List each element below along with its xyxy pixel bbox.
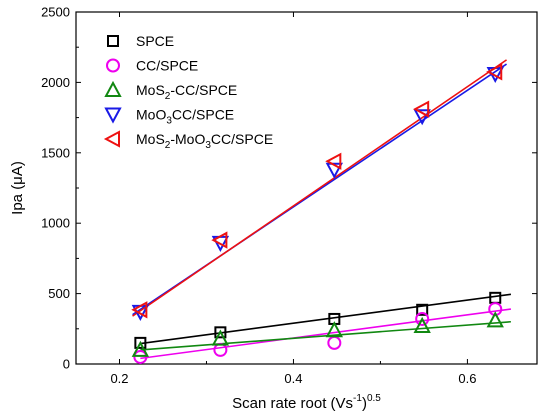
x-axis-title-base: Scan rate root (Vs — [232, 395, 353, 412]
legend-marker-3 — [104, 107, 122, 124]
y-axis-title: Ipa (μA) — [9, 161, 26, 215]
axes: 0.2 0.4 0.6 0 500 1000 1500 2000 2500 — [41, 5, 538, 386]
fit-line-0 — [140, 293, 512, 345]
legend-marker-0 — [107, 35, 119, 47]
data-point-s4-3 — [413, 100, 430, 118]
data-point-s0-4 — [489, 291, 502, 304]
data-points — [131, 63, 504, 364]
data-point-s2-2 — [325, 321, 344, 338]
x-tick-label: 0.2 — [110, 371, 128, 386]
x-axis-title-mid: ) — [362, 395, 367, 412]
x-tick-label: 0.6 — [458, 371, 476, 386]
legend-marker-1 — [106, 58, 120, 73]
legend-label-0: SPCE — [136, 33, 174, 49]
legend-label-2: MoS2-CC/SPCE — [136, 82, 237, 102]
legend: SPCECC/SPCEMoS2-CC/SPCEMoO3CC/SPCEMoS2-M… — [103, 33, 273, 151]
legend-text-tail: CC/SPCE — [172, 107, 234, 123]
data-point-s0-3 — [416, 303, 429, 316]
data-point-s1-1 — [213, 342, 228, 357]
fit-lines — [132, 59, 512, 360]
x-axis-title-sup: -1 — [353, 393, 362, 404]
legend-marker-2 — [104, 80, 122, 97]
legend-text-tail: CC/SPCE — [211, 131, 273, 147]
y-axis-title-base: Ipa ( — [9, 185, 26, 215]
data-point-s2-1 — [211, 329, 230, 346]
legend-text-main: MoS — [136, 131, 165, 147]
y-tick-label: 500 — [48, 286, 70, 301]
data-point-s2-4 — [486, 311, 504, 328]
legend-text-main: SPCE — [136, 33, 174, 49]
y-tick-label: 0 — [63, 357, 70, 372]
data-point-s3-3 — [413, 109, 431, 126]
legend-label-4: MoS2-MoO3CC/SPCE — [136, 131, 273, 151]
axis-titles: Scan rate root (Vs-1)0.5 Ipa (μA) — [9, 161, 381, 412]
fit-line-4 — [132, 59, 508, 317]
legend-label-1: CC/SPCE — [136, 58, 198, 74]
data-point-s0-0 — [134, 336, 147, 349]
y-axis-title-tail: A) — [9, 161, 26, 176]
legend-text-tail: -CC/SPCE — [170, 82, 237, 98]
data-point-s3-2 — [325, 162, 344, 179]
fit-line-2 — [140, 320, 511, 351]
legend-text-sub: 2 — [165, 140, 171, 151]
data-point-s4-1 — [211, 231, 228, 249]
legend-text-sub: 2 — [165, 91, 171, 102]
data-point-s4-0 — [131, 301, 148, 319]
data-point-s1-3 — [415, 311, 430, 326]
x-axis-title: Scan rate root (Vs-1)0.5 — [232, 393, 381, 412]
legend-label-3: MoO3CC/SPCE — [136, 107, 234, 127]
data-point-s2-3 — [413, 316, 431, 333]
legend-text-main: MoS — [136, 82, 165, 98]
legend-text-tail: -MoO — [170, 131, 205, 147]
data-point-s1-2 — [327, 335, 342, 350]
y-tick-label: 1500 — [41, 145, 70, 160]
data-point-s2-0 — [131, 340, 150, 357]
legend-text-main: MoO — [136, 107, 166, 123]
legend-text-sub: 3 — [205, 140, 211, 151]
data-point-s0-1 — [214, 326, 227, 339]
data-point-s1-0 — [133, 349, 148, 364]
fit-line-1 — [140, 308, 512, 360]
y-tick-label: 2500 — [41, 5, 70, 20]
x-axis-title-sup: 0.5 — [367, 393, 381, 404]
y-tick-label: 2000 — [41, 75, 70, 90]
data-point-s4-2 — [325, 152, 342, 170]
legend-marker-4 — [103, 130, 120, 148]
x-tick-label: 0.4 — [284, 371, 302, 386]
y-axis-title-mu: μ — [9, 176, 26, 185]
legend-text-sub: 3 — [166, 116, 172, 127]
y-tick-label: 1000 — [41, 216, 70, 231]
data-point-s4-4 — [486, 63, 503, 81]
legend-text-main: CC/SPCE — [136, 58, 198, 74]
